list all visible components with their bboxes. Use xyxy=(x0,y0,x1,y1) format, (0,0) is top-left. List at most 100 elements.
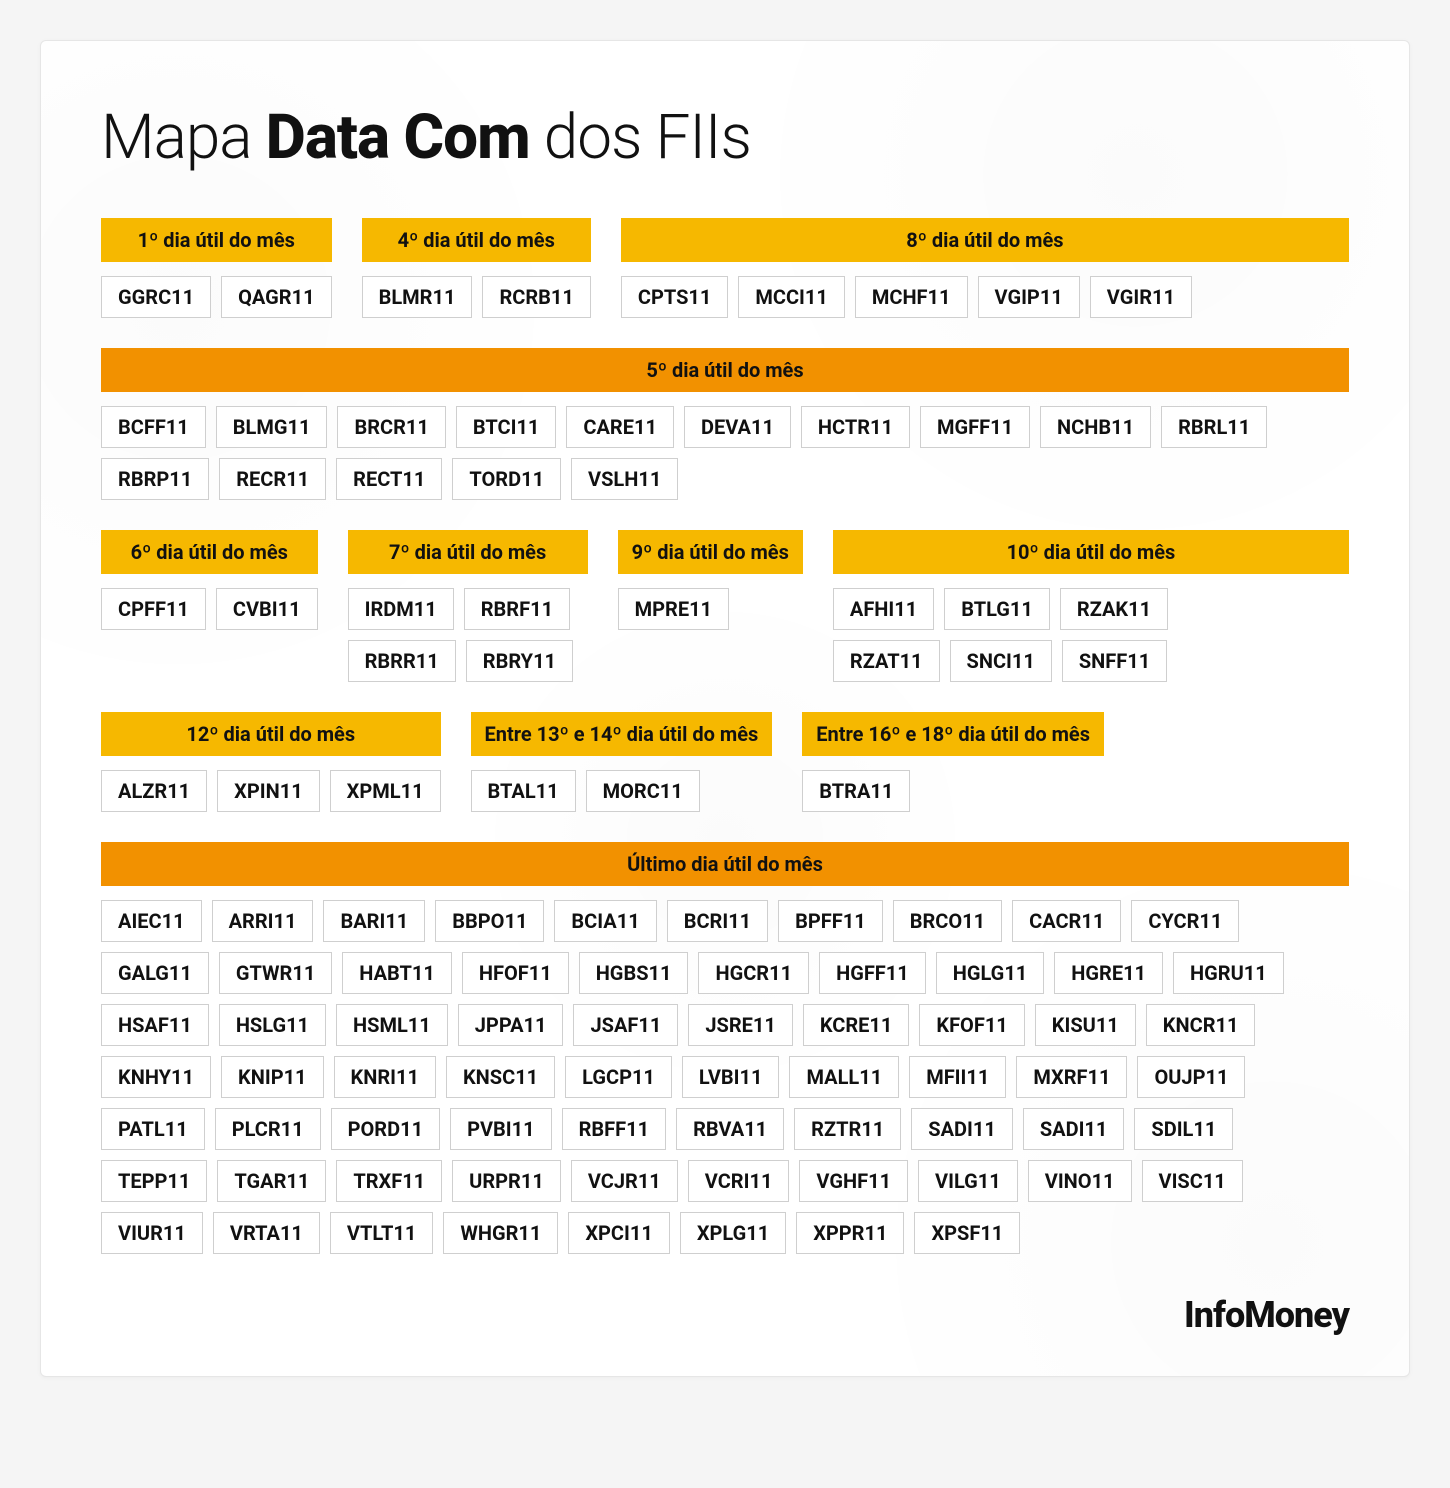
title-prefix: Mapa xyxy=(101,101,266,174)
ticker: VILG11 xyxy=(918,1160,1018,1202)
ticker: ALZR11 xyxy=(101,770,207,812)
group-header: 7º dia útil do mês xyxy=(348,530,588,574)
ticker: XPSF11 xyxy=(914,1212,1020,1254)
ticker: KNHY11 xyxy=(101,1056,211,1098)
ticker: VGHF11 xyxy=(799,1160,908,1202)
ticker: TGAR11 xyxy=(217,1160,326,1202)
row: Último dia útil do mêsAIEC11ARRI11BARI11… xyxy=(101,842,1349,1254)
group-header: 9º dia útil do mês xyxy=(618,530,803,574)
ticker: VGIP11 xyxy=(978,276,1080,318)
ticker: AIEC11 xyxy=(101,900,202,942)
ticker: HGLG11 xyxy=(936,952,1045,994)
ticker: IRDM11 xyxy=(348,588,454,630)
ticker: BARI11 xyxy=(323,900,425,942)
ticker: SNCI11 xyxy=(950,640,1052,682)
ticker: HGBS11 xyxy=(579,952,689,994)
ticker: VCJR11 xyxy=(571,1160,678,1202)
ticker: GTWR11 xyxy=(219,952,332,994)
ticker: BTLG11 xyxy=(944,588,1050,630)
row: 1º dia útil do mês GGRC11QAGR11 4º dia úti… xyxy=(101,218,1349,318)
ticker: VISC11 xyxy=(1142,1160,1243,1202)
ticker: BBPO11 xyxy=(435,900,544,942)
ticker: URPR11 xyxy=(452,1160,561,1202)
ticker: RCRB11 xyxy=(482,276,590,318)
ticker: MPRE11 xyxy=(618,588,729,630)
ticker-list: IRDM11RBRF11RBRR11RBRY11 xyxy=(348,588,588,682)
title-suffix: dos FIIs xyxy=(530,101,751,174)
ticker: JSRE11 xyxy=(688,1004,793,1046)
ticker: HFOF11 xyxy=(462,952,569,994)
ticker: RBRR11 xyxy=(348,640,456,682)
ticker: BLMG11 xyxy=(216,406,328,448)
ticker: VCRI11 xyxy=(688,1160,790,1202)
ticker: PLCR11 xyxy=(215,1108,321,1150)
ticker: CPFF11 xyxy=(101,588,206,630)
ticker: BCIA11 xyxy=(554,900,656,942)
group-header: 12º dia útil do mês xyxy=(101,712,441,756)
ticker: AFHI11 xyxy=(833,588,934,630)
ticker: MCHF11 xyxy=(855,276,968,318)
ticker: MCCI11 xyxy=(738,276,844,318)
group: Entre 16º e 18º dia útil do mêsBTRA11 xyxy=(802,712,1104,812)
ticker: PVBI11 xyxy=(450,1108,552,1150)
ticker: DEVA11 xyxy=(684,406,791,448)
rows-container: 1º dia útil do mês GGRC11QAGR11 4º dia úti… xyxy=(101,218,1349,1254)
ticker: CVBI11 xyxy=(216,588,318,630)
ticker: CYCR11 xyxy=(1131,900,1239,942)
ticker: SADI11 xyxy=(911,1108,1013,1150)
ticker: KCRE11 xyxy=(803,1004,910,1046)
ticker: KNRI11 xyxy=(334,1056,436,1098)
ticker: JPPA11 xyxy=(458,1004,564,1046)
row: 6º dia útil do mês CPFF11CVBI11 7º dia úti… xyxy=(101,530,1349,682)
ticker: CPTS11 xyxy=(621,276,728,318)
page-title: Mapa Data Com dos FIIs xyxy=(101,101,1349,174)
ticker: HGCR11 xyxy=(698,952,809,994)
ticker: MGFF11 xyxy=(920,406,1030,448)
ticker: HCTR11 xyxy=(801,406,910,448)
ticker: TORD11 xyxy=(452,458,561,500)
ticker: PATL11 xyxy=(101,1108,205,1150)
ticker-list: CPTS11MCCI11 MCHF11VGIP11VGIR11 xyxy=(621,276,1349,318)
group-header: 4º dia útil do mês xyxy=(362,218,591,262)
group-header: 6º dia útil do mês xyxy=(101,530,318,574)
ticker: KNCR11 xyxy=(1146,1004,1256,1046)
ticker: KISU11 xyxy=(1035,1004,1136,1046)
group: 10º dia útil do mês AFHI11BTLG11RZAK11RZA… xyxy=(833,530,1349,682)
ticker: SNFF11 xyxy=(1062,640,1167,682)
ticker: RBRL11 xyxy=(1161,406,1267,448)
ticker: RBFF11 xyxy=(562,1108,666,1150)
group-header: Entre 13º e 14º dia útil do mês xyxy=(471,712,773,756)
ticker: OUJP11 xyxy=(1137,1056,1245,1098)
ticker-list: AFHI11BTLG11RZAK11RZAT11SNCI11SNFF11 xyxy=(833,588,1213,682)
ticker: BLMR11 xyxy=(362,276,473,318)
ticker: PORD11 xyxy=(331,1108,440,1150)
ticker: HGRU11 xyxy=(1173,952,1284,994)
infographic-card: Mapa Data Com dos FIIs 1º dia útil do mê… xyxy=(40,40,1410,1377)
ticker: RECT11 xyxy=(336,458,442,500)
ticker-list: BLMR11RCRB11 xyxy=(362,276,591,318)
group-header: 1º dia útil do mês xyxy=(101,218,332,262)
group: 9º dia útil do mês MPRE11 xyxy=(618,530,803,630)
group-header: 10º dia útil do mês xyxy=(833,530,1349,574)
group: 5º dia útil do mêsBCFF11BLMG11BRCR11BTCI… xyxy=(101,348,1349,500)
ticker: BTAL11 xyxy=(471,770,576,812)
ticker: HSLG11 xyxy=(219,1004,326,1046)
ticker: JSAF11 xyxy=(573,1004,678,1046)
group-header: Último dia útil do mês xyxy=(101,842,1349,886)
ticker: VINO11 xyxy=(1028,1160,1132,1202)
group-header: 8º dia útil do mês xyxy=(621,218,1349,262)
ticker: VTLT11 xyxy=(330,1212,433,1254)
ticker: XPPR11 xyxy=(796,1212,904,1254)
ticker: VGIR11 xyxy=(1090,276,1192,318)
ticker-list: MPRE11 xyxy=(618,588,803,630)
ticker: BRCO11 xyxy=(893,900,1002,942)
ticker-list: GGRC11QAGR11 xyxy=(101,276,332,318)
ticker-list: BTRA11 xyxy=(802,770,1104,812)
ticker: RBRF11 xyxy=(464,588,570,630)
ticker: MALL11 xyxy=(789,1056,899,1098)
ticker: BTRA11 xyxy=(802,770,910,812)
ticker: LGCP11 xyxy=(565,1056,672,1098)
ticker: VSLH11 xyxy=(571,458,678,500)
ticker: XPML11 xyxy=(330,770,441,812)
ticker: CACR11 xyxy=(1012,900,1121,942)
